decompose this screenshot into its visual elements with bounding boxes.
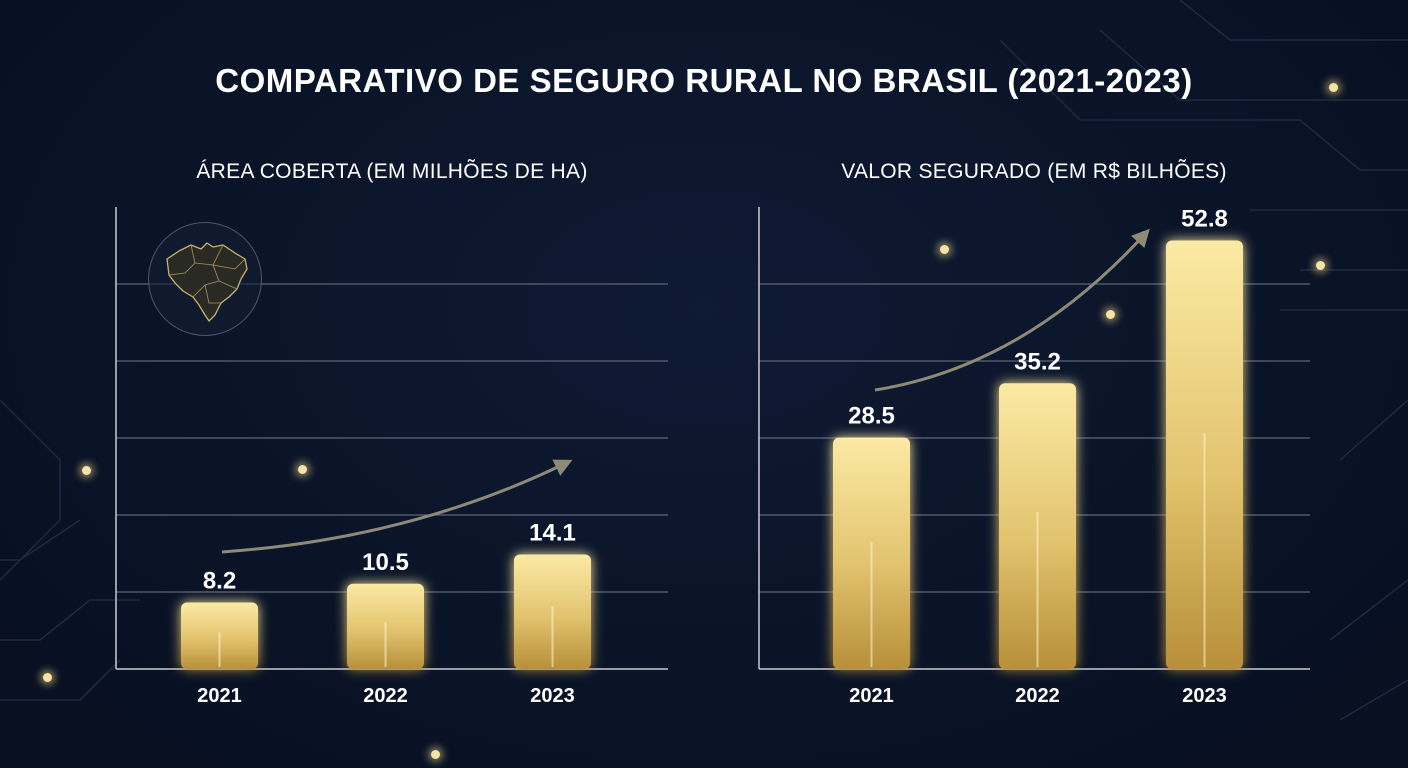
- valor-value-label: 28.5: [848, 403, 895, 430]
- area-value-label: 8.2: [203, 567, 236, 594]
- glow-dot: [1329, 83, 1338, 92]
- valor-category-label: 2022: [1015, 685, 1060, 707]
- right-chart-title: VALOR SEGURADO (EM R$ BILHÕES): [841, 160, 1227, 183]
- glow-dot: [940, 245, 949, 254]
- glow-dot: [298, 465, 307, 474]
- valor-value-label: 52.8: [1181, 205, 1228, 232]
- area-value-label: 10.5: [362, 549, 409, 576]
- brazil-map-icon: [148, 222, 262, 336]
- valor-category-label: 2021: [849, 685, 894, 707]
- valor-trend-arrow: [874, 228, 1150, 392]
- area-category-label: 2023: [530, 685, 575, 707]
- chart-main-title: COMPARATIVO DE SEGURO RURAL NO BRASIL (2…: [215, 62, 1193, 99]
- valor-value-label: 35.2: [1014, 348, 1061, 375]
- area-category-label: 2022: [363, 685, 408, 707]
- left-chart-title: ÁREA COBERTA (EM MILHÕES DE HA): [196, 160, 588, 183]
- glow-dot: [43, 673, 52, 682]
- glow-dot: [82, 466, 91, 475]
- area-category-label: 2021: [197, 685, 242, 707]
- area-value-label: 14.1: [529, 520, 576, 547]
- area-trend-arrow: [221, 459, 573, 554]
- valor-category-label: 2023: [1182, 685, 1227, 707]
- glow-dot: [1106, 310, 1115, 319]
- glow-dot: [431, 750, 440, 759]
- glow-dot: [1316, 261, 1325, 270]
